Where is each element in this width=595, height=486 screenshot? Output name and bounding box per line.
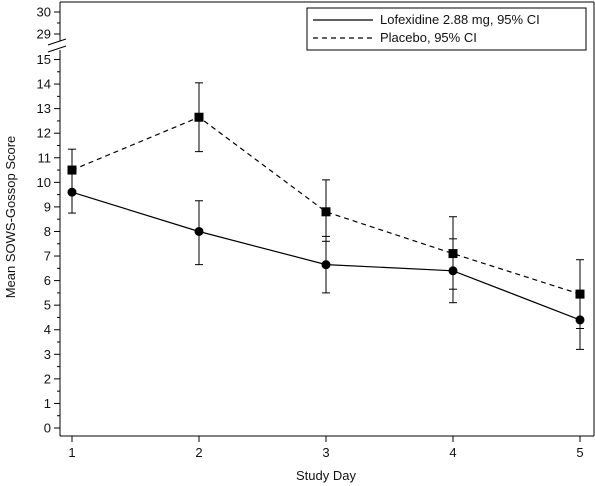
y-tick-label: 4 xyxy=(44,322,51,337)
y-tick-label: 13 xyxy=(37,101,51,116)
data-point xyxy=(194,226,204,236)
data-point xyxy=(321,260,331,270)
y-axis-title: Mean SOWS-Gossop Score xyxy=(3,136,18,299)
legend-box xyxy=(306,7,587,51)
y-tick-label: 10 xyxy=(37,175,51,190)
data-point xyxy=(67,165,77,175)
y-tick-label: 5 xyxy=(44,298,51,313)
series-line-1 xyxy=(71,116,581,295)
x-tick-label: 1 xyxy=(68,445,75,460)
y-tick-label: 2 xyxy=(44,371,51,386)
data-point xyxy=(194,112,204,122)
legend-label-lofexidine: Lofexidine 2.88 mg, 95% CI xyxy=(380,12,540,27)
y-tick-label: 14 xyxy=(37,77,51,92)
y-tick-label: 30 xyxy=(37,5,51,20)
data-point xyxy=(575,289,585,299)
y-tick-label: 29 xyxy=(37,27,51,42)
data-point xyxy=(321,207,331,217)
y-tick-label: 3 xyxy=(44,347,51,362)
axis-break-mark-top xyxy=(47,38,67,46)
y-tick-label: 7 xyxy=(44,249,51,264)
x-tick-label: 3 xyxy=(322,445,329,460)
x-axis-title: Study Day xyxy=(296,468,356,483)
axis-break-mark-bottom xyxy=(47,45,67,53)
y-tick-label: 15 xyxy=(37,52,51,67)
legend: Lofexidine 2.88 mg, 95% CI Placebo, 95% … xyxy=(306,7,587,51)
data-point xyxy=(448,249,458,259)
x-tick-label: 5 xyxy=(576,445,583,460)
y-tick-label: 6 xyxy=(44,273,51,288)
y-tick-label: 8 xyxy=(44,224,51,239)
x-tick-label: 4 xyxy=(449,445,456,460)
y-tick-label: 0 xyxy=(44,421,51,436)
y-tick-label: 12 xyxy=(37,126,51,141)
y-tick-label: 9 xyxy=(44,199,51,214)
y-tick-label: 1 xyxy=(44,396,51,411)
y-tick-label: 11 xyxy=(38,150,52,165)
x-tick-label: 2 xyxy=(195,445,202,460)
legend-label-placebo: Placebo, 95% CI xyxy=(380,30,477,45)
